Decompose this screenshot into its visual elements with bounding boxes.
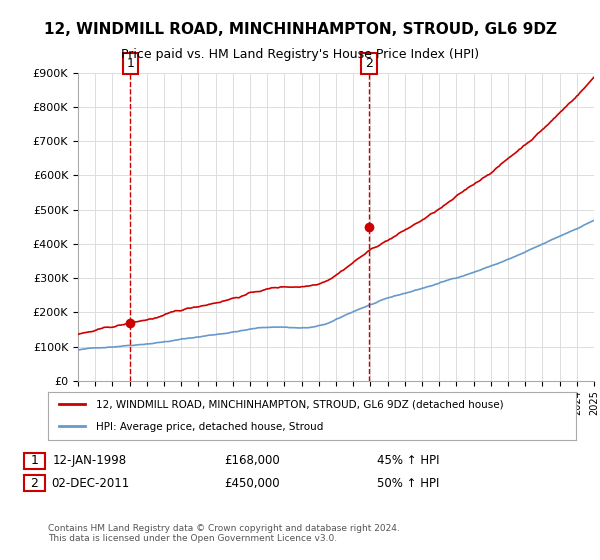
Text: 50% ↑ HPI: 50% ↑ HPI — [377, 477, 439, 490]
Text: 1: 1 — [31, 454, 38, 468]
Text: Price paid vs. HM Land Registry's House Price Index (HPI): Price paid vs. HM Land Registry's House … — [121, 48, 479, 60]
Text: 12-JAN-1998: 12-JAN-1998 — [53, 454, 127, 468]
Text: HPI: Average price, detached house, Stroud: HPI: Average price, detached house, Stro… — [95, 422, 323, 432]
Text: 2: 2 — [365, 57, 373, 70]
Text: Contains HM Land Registry data © Crown copyright and database right 2024.
This d: Contains HM Land Registry data © Crown c… — [48, 524, 400, 543]
Text: 12, WINDMILL ROAD, MINCHINHAMPTON, STROUD, GL6 9DZ: 12, WINDMILL ROAD, MINCHINHAMPTON, STROU… — [44, 22, 557, 38]
Text: 1: 1 — [127, 57, 134, 70]
Text: 12, WINDMILL ROAD, MINCHINHAMPTON, STROUD, GL6 9DZ (detached house): 12, WINDMILL ROAD, MINCHINHAMPTON, STROU… — [95, 400, 503, 410]
Text: £168,000: £168,000 — [224, 454, 280, 468]
Text: 02-DEC-2011: 02-DEC-2011 — [51, 477, 129, 490]
Text: 2: 2 — [31, 477, 38, 490]
Text: 45% ↑ HPI: 45% ↑ HPI — [377, 454, 439, 468]
Text: £450,000: £450,000 — [224, 477, 280, 490]
